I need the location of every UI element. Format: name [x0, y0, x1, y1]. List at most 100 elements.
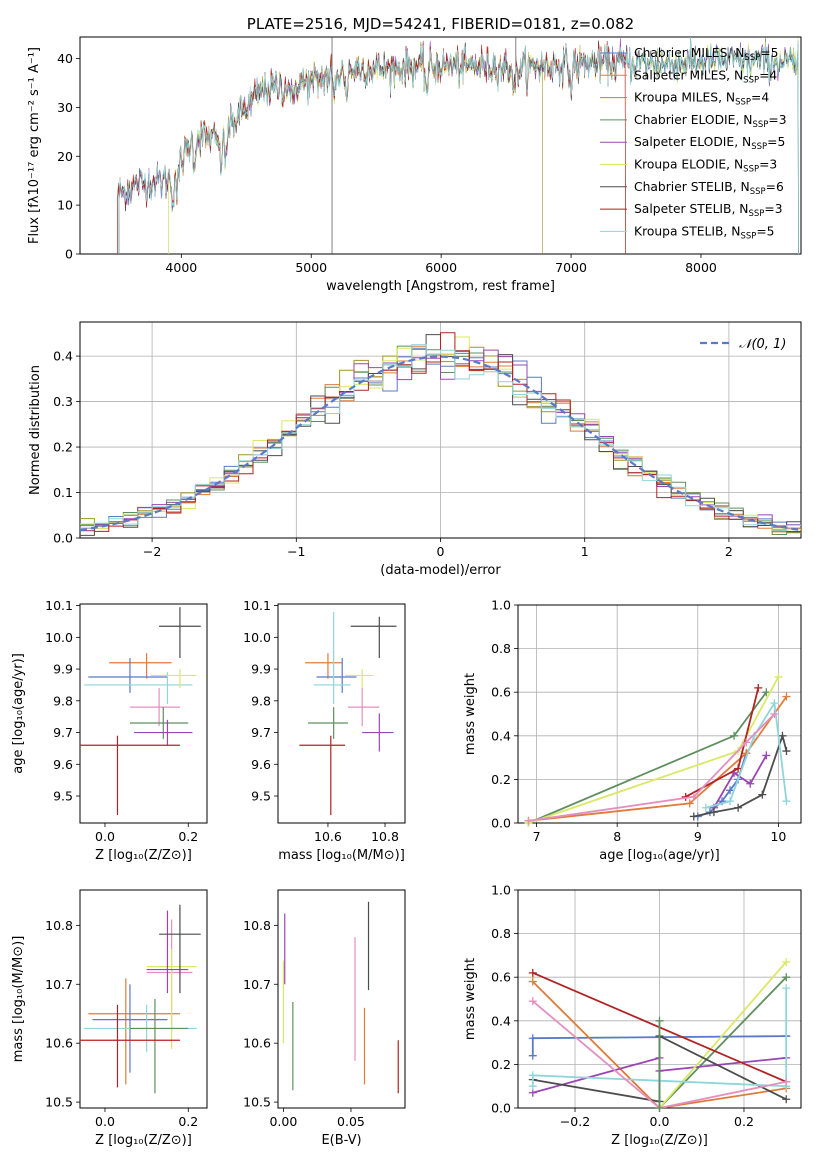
axes-spectrum: 4000 5000 6000 7000 8000 0 10 20 30 40 wavelength … [27, 15, 802, 294]
mass-weight-marker [782, 973, 791, 982]
legend-name: Kroupa STELIB, N [634, 224, 740, 238]
y-tick-label: 0.6 [491, 970, 511, 985]
legend-name: Salpeter MILES, N [634, 68, 743, 82]
x-tick-label: 7000 [555, 260, 587, 275]
x-tick-label: 1 [581, 544, 589, 559]
mass-weight-series-1 [528, 696, 788, 822]
mass-weight-marker [689, 792, 698, 801]
axes-age-vs-Z: 0.0 0.2 9.5 9.6 9.7 9.8 9.9 10.0 10.1 Z [log₁₀(Z/… [11, 598, 208, 863]
errorbar-4 [345, 669, 374, 689]
errorbar-5 [129, 707, 189, 739]
x-axis-label: Z [log₁₀(Z/Z⊙)] [95, 1133, 192, 1148]
mass-weight-marker [726, 786, 735, 795]
x-axis-label: Z [log₁₀(Z/Z⊙)] [611, 1133, 708, 1148]
legend-suffix: =5 [760, 46, 778, 60]
errorbar-6 [146, 910, 189, 994]
legend-label-2: Kroupa MILES, NSSP=4 [634, 91, 769, 108]
y-tick-label: 0.8 [491, 926, 511, 941]
x-tick-label: 0.2 [178, 1114, 198, 1129]
normal-curve [79, 355, 802, 532]
legend-sub: SSP [735, 98, 751, 108]
mass-weight-marker [685, 799, 694, 808]
axes-frame [79, 603, 208, 824]
y-tick-label: 10 [57, 198, 73, 213]
errorbar-2 [146, 919, 193, 1032]
y-tick-label: 0.8 [491, 641, 511, 656]
axes-mass-weight-vs-age: 7 8 9 10 0.0 0.2 0.4 0.6 0.8 1.0 age [log₁₀(age/yr… [463, 598, 802, 863]
y-tick-label: 10.1 [243, 598, 271, 613]
errorbar-0 [88, 978, 180, 1085]
x-tick-label: 10 [770, 829, 786, 844]
errorbar-4 [146, 948, 197, 1050]
errorbar-7 [350, 616, 397, 658]
legend-label-0: Chabrier MILES, NSSP=5 [634, 46, 778, 63]
y-tick-label: 9.7 [251, 725, 271, 740]
legend-name: Chabrier STELIB, N [634, 180, 750, 194]
y-tick-label: 0.2 [491, 772, 511, 787]
legend-label-3: Chabrier ELODIE, NSSP=3 [634, 113, 787, 130]
x-tick-label: 0.0 [650, 1114, 670, 1129]
x-tick-label: −1 [287, 544, 305, 559]
legend-label-5: Kroupa ELODIE, NSSP=3 [634, 158, 777, 175]
errorbar-7 [159, 607, 201, 658]
x-tick-label: 10.8 [371, 829, 399, 844]
x-tick-label: 9 [694, 829, 702, 844]
legend-label-8: Kroupa STELIB, NSSP=5 [634, 224, 775, 241]
legend-sub: SSP [751, 142, 767, 152]
y-tick-label: 0.4 [491, 1013, 511, 1028]
mass-weight-marker [726, 797, 735, 806]
x-tick-label: 7 [533, 829, 541, 844]
errorbar-5 [307, 707, 348, 739]
legend-suffix: =3 [759, 158, 777, 172]
legend-sub: SSP [744, 53, 760, 63]
legend-sub: SSP [750, 187, 766, 197]
y-tick-label: 9.6 [251, 757, 271, 772]
y-tick-label: 9.8 [53, 693, 73, 708]
mass-weight-marker [528, 968, 537, 977]
y-tick-label: 20 [57, 149, 73, 164]
legend-name: Chabrier ELODIE, N [634, 113, 752, 127]
x-tick-label: 0.0 [95, 829, 115, 844]
x-tick-label: 0.2 [734, 1114, 754, 1129]
errorbar-1 [316, 657, 357, 693]
y-tick-label: 10.8 [45, 918, 73, 933]
mass-weight-series-1 [532, 980, 787, 1108]
legend-suffix: =5 [756, 224, 774, 238]
mass-weight-marker [762, 688, 771, 697]
errorbar-0 [109, 653, 172, 679]
legend-suffix: =5 [767, 135, 785, 149]
y-tick-label: 9.5 [53, 789, 73, 804]
chart-title: PLATE=2516, MJD=54241, FIBERID=0181, z=0… [247, 15, 634, 33]
y-tick-label: 9.9 [53, 662, 73, 677]
x-tick-label: 0.2 [178, 829, 198, 844]
errorbar-6 [134, 719, 193, 746]
legend-sub: SSP [740, 231, 756, 241]
axes-frame [277, 603, 406, 824]
mass-weight-marker [758, 790, 767, 799]
mass-weight-marker [782, 957, 791, 966]
y-tick-label: 9.6 [53, 757, 73, 772]
axes-frame [79, 889, 208, 1109]
legend-label-7: Salpeter STELIB, NSSP=3 [634, 202, 783, 219]
x-axis-label: E(B-V) [321, 1133, 361, 1148]
histogram-series-7 [80, 332, 801, 532]
legend-name: Kroupa ELODIE, N [634, 158, 743, 172]
x-tick-label: 0.05 [337, 1114, 365, 1129]
x-axis-label: wavelength [Angstrom, rest frame] [326, 279, 555, 294]
x-tick-label: 8 [613, 829, 621, 844]
mass-weight-series-8 [528, 713, 776, 822]
errorbar-2 [129, 688, 180, 727]
mass-weight-marker [782, 747, 791, 756]
mass-weight-marker [689, 812, 698, 821]
mass-weight-marker [655, 1016, 664, 1025]
x-axis-label: (data-model)/error [380, 563, 501, 578]
y-tick-label: 1.0 [491, 883, 511, 898]
legend-sub: SSP [743, 165, 759, 175]
y-axis-label: Flux [fλ10⁻¹⁷ erg cm⁻² s⁻¹ A⁻¹] [27, 47, 42, 244]
mass-weight-marker [655, 1104, 664, 1112]
x-tick-label: 0 [437, 544, 445, 559]
mass-weight-marker [782, 692, 791, 701]
y-axis-label: mass weight [463, 958, 478, 1040]
x-tick-label: 6000 [425, 260, 457, 275]
mass-weight-marker [746, 779, 755, 788]
